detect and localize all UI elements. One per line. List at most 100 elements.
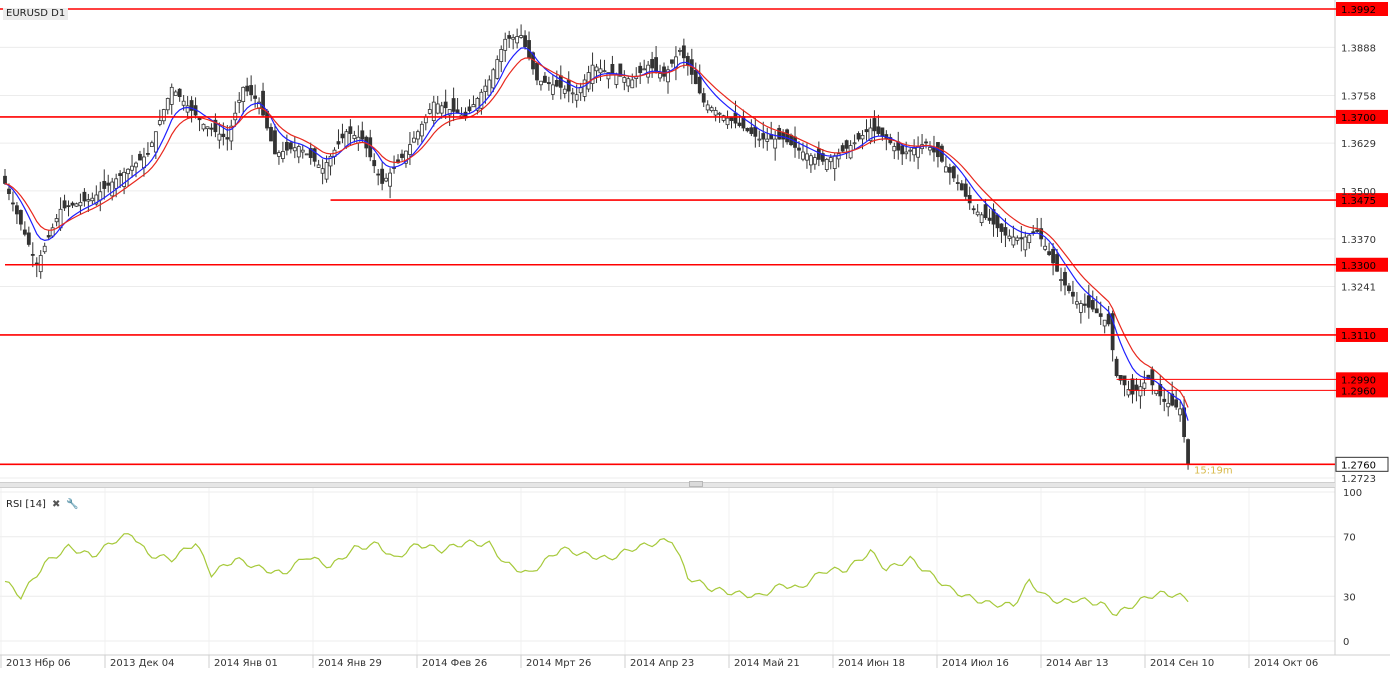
candle-body [46,235,51,238]
candle-body [1142,382,1147,389]
candle-body [169,86,174,105]
candle-body [340,133,345,139]
candle-body [1023,236,1028,251]
candle-body [352,134,357,139]
candle-body [42,245,47,253]
candle-body [880,127,885,137]
candle-body [292,147,297,152]
date-label: 2013 Нбр 06 [6,658,71,669]
candle-body [785,129,789,143]
candle-body [562,88,567,94]
candle-body [98,191,103,201]
candle-body [404,150,408,164]
candle-body [554,80,559,87]
candle-body [1094,308,1099,314]
candle-body [336,141,341,145]
level-label: 1.2960 [1341,386,1376,397]
close-icon[interactable]: ✖ [51,499,61,510]
candle-body [348,126,353,134]
candle-body [1162,398,1167,402]
candle-body [475,98,480,111]
candle-body [916,146,920,158]
candle-body [995,214,1000,229]
candle-body [912,147,917,156]
wrench-icon[interactable]: 🔧 [66,499,79,510]
candle-body [566,79,571,92]
candle-body [173,91,178,96]
candle-body [412,137,416,143]
candle-body [1178,408,1183,416]
candle-body [1078,303,1083,313]
candle-body [74,203,79,207]
candle-body [729,117,734,122]
candle-body [245,85,250,92]
candle-body [126,168,130,175]
candle-body [824,159,829,171]
candle-body [872,118,877,132]
current-price-box [1335,456,1389,472]
candle-body [1130,378,1135,395]
candle-body [626,78,631,87]
date-label: 2014 Май 21 [734,658,800,669]
candle-body [1110,313,1115,351]
candle-body [1106,313,1111,325]
pane-splitter[interactable] [0,482,1335,488]
candle-body [110,181,115,197]
candle-body [558,75,563,88]
candle-body [82,191,87,202]
candle-body [1138,386,1143,397]
candle-body [1166,402,1171,408]
candle-body [1126,389,1131,396]
candle-body [666,69,670,83]
candle-body [598,68,603,74]
candle-body [324,162,329,180]
price-tick-label: 1.3500 [1341,187,1376,198]
candle-body [523,35,527,48]
candle-body [15,205,19,215]
candle-body [185,105,190,113]
candle-body [62,200,67,209]
splitter-grip[interactable] [689,481,703,487]
candle-body [320,168,325,174]
candle-body [106,182,111,186]
candle-body [1086,295,1091,308]
candle-body [1134,384,1139,391]
candle-body [550,84,555,95]
candle-body [773,138,778,149]
candle-body [273,130,277,155]
candle-body [415,131,420,140]
candle-body [213,119,218,133]
candle-body [161,109,166,122]
candle-body [574,94,579,101]
candle-body [860,134,865,140]
candle-body [249,85,254,96]
candle-body [142,156,146,169]
candle-body [737,122,742,126]
candle-body [820,153,825,162]
rsi-line [4,533,1189,617]
candle-body [205,126,210,130]
rsi-tick-label: 0 [1343,637,1349,648]
candle-body [312,148,317,162]
candle-body [467,106,472,112]
candle-body [26,232,31,245]
date-label: 2014 Фев 26 [422,658,487,669]
candle-body [253,95,258,99]
candle-body [118,173,123,176]
candle-body [237,99,242,103]
date-label: 2014 Мрт 26 [526,658,591,669]
candle-body [828,157,833,163]
candle-body [479,91,484,109]
candle-body [967,195,972,204]
candle-body [951,166,956,179]
price-tick-label: 1.3888 [1341,43,1376,54]
level-label: 1.3700 [1341,113,1376,124]
candle-body [1055,254,1059,272]
candle-body [1027,234,1032,243]
date-label: 2014 Окт 06 [1254,658,1318,669]
candle-body [30,254,35,256]
date-label: 2014 Сен 10 [1150,658,1214,669]
level-label-box [1336,327,1388,342]
candle-body [590,64,595,84]
